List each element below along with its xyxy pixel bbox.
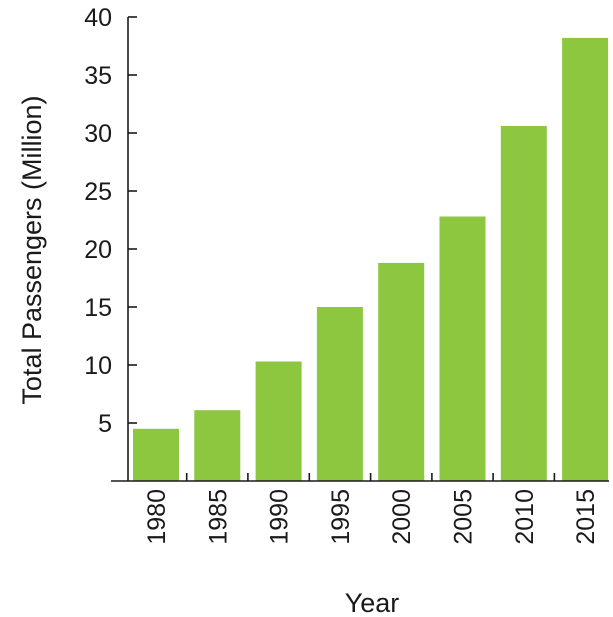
bar-2005: [439, 216, 486, 481]
y-tick-label-15: 15: [84, 294, 112, 322]
x-ticks-layer: 1980 1985 1990 1995 2000 2005 2010 2015: [143, 473, 600, 545]
x-tick-label-1985: 1985: [204, 489, 232, 545]
bar-1995: [316, 307, 363, 481]
y-tick-label-10: 10: [84, 352, 112, 380]
y-tick-label-35: 35: [84, 62, 112, 90]
bars-layer: [133, 37, 609, 482]
y-tick-label-5: 5: [98, 410, 112, 438]
y-tick-label-20: 20: [84, 236, 112, 264]
bar-2000: [378, 262, 425, 481]
y-axis-title: Total Passengers (Million): [17, 95, 47, 404]
bar-1980: [133, 428, 179, 481]
x-axis-title: Year: [345, 588, 400, 617]
x-tick-label-2005: 2005: [450, 489, 478, 545]
x-tick-label-2015: 2015: [572, 489, 600, 545]
y-tick-label-40: 40: [84, 4, 112, 32]
bar-2010: [500, 126, 547, 481]
y-ticks-layer: 5 10 15 20 25 30 35 40: [84, 4, 137, 438]
x-tick-label-1990: 1990: [266, 489, 294, 545]
bar-1985: [194, 410, 241, 481]
x-tick-label-1980: 1980: [143, 489, 171, 545]
x-tick-label-2000: 2000: [388, 489, 416, 545]
bar-2015: [562, 37, 609, 482]
bar-1990: [255, 361, 302, 481]
y-tick-label-25: 25: [84, 178, 112, 206]
x-tick-label-2010: 2010: [511, 489, 539, 545]
x-tick-label-1995: 1995: [327, 489, 355, 545]
y-tick-label-30: 30: [84, 120, 112, 148]
